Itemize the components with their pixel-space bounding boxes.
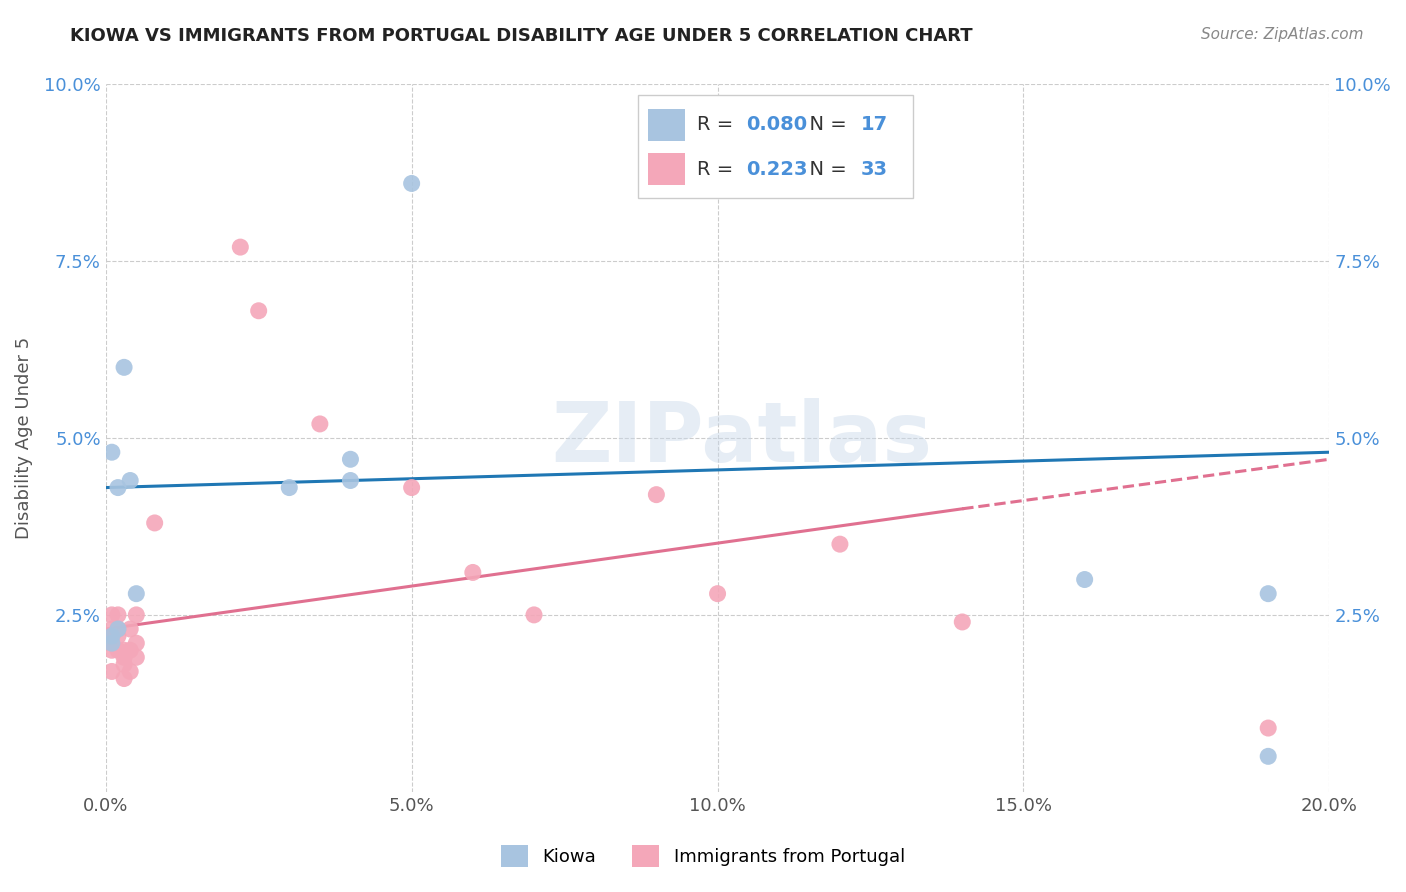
Point: [401, 177, 423, 191]
Text: 33: 33: [860, 160, 887, 178]
Point: [339, 452, 361, 467]
Point: [112, 672, 135, 686]
Point: [101, 629, 124, 643]
Point: [125, 587, 148, 601]
Point: [828, 537, 851, 551]
Point: [112, 657, 135, 672]
Point: [401, 481, 423, 495]
Point: [101, 629, 124, 643]
Point: [1257, 587, 1279, 601]
Text: 17: 17: [860, 115, 887, 135]
Text: ZIPatlas: ZIPatlas: [551, 398, 932, 479]
Point: [125, 636, 148, 650]
Point: [308, 417, 330, 431]
Point: [107, 481, 129, 495]
Text: N =: N =: [797, 115, 853, 135]
Point: [101, 622, 124, 636]
Point: [107, 643, 129, 657]
FancyBboxPatch shape: [638, 95, 914, 198]
Point: [645, 488, 668, 502]
Point: [101, 636, 124, 650]
Text: 0.223: 0.223: [745, 160, 807, 178]
Point: [101, 665, 124, 679]
Point: [120, 665, 142, 679]
Point: [112, 650, 135, 665]
Point: [101, 445, 124, 459]
Point: [107, 629, 129, 643]
Point: [247, 303, 270, 318]
Text: KIOWA VS IMMIGRANTS FROM PORTUGAL DISABILITY AGE UNDER 5 CORRELATION CHART: KIOWA VS IMMIGRANTS FROM PORTUGAL DISABI…: [70, 27, 973, 45]
Point: [101, 607, 124, 622]
Point: [645, 112, 668, 127]
Point: [1073, 573, 1095, 587]
Point: [101, 643, 124, 657]
Point: [143, 516, 166, 530]
Point: [120, 474, 142, 488]
Point: [950, 615, 973, 629]
Point: [125, 650, 148, 665]
Text: R =: R =: [697, 115, 740, 135]
Text: Source: ZipAtlas.com: Source: ZipAtlas.com: [1201, 27, 1364, 42]
Legend: Kiowa, Immigrants from Portugal: Kiowa, Immigrants from Portugal: [494, 838, 912, 874]
Text: N =: N =: [797, 160, 853, 178]
Point: [229, 240, 252, 254]
Point: [706, 587, 728, 601]
Point: [523, 607, 546, 622]
Point: [120, 643, 142, 657]
FancyBboxPatch shape: [648, 109, 685, 141]
Point: [339, 474, 361, 488]
Text: R =: R =: [697, 160, 740, 178]
FancyBboxPatch shape: [648, 153, 685, 186]
Point: [1257, 721, 1279, 735]
Point: [278, 481, 301, 495]
Y-axis label: Disability Age Under 5: Disability Age Under 5: [15, 337, 32, 539]
Point: [107, 607, 129, 622]
Point: [706, 112, 728, 127]
Text: 0.080: 0.080: [745, 115, 807, 135]
Point: [112, 643, 135, 657]
Point: [107, 622, 129, 636]
Point: [120, 622, 142, 636]
Point: [461, 566, 484, 580]
Point: [112, 360, 135, 375]
Point: [125, 607, 148, 622]
Point: [107, 622, 129, 636]
Point: [1257, 749, 1279, 764]
